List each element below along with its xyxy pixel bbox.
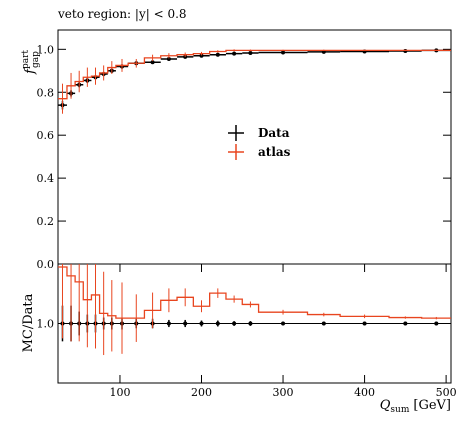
data-point (321, 321, 326, 326)
legend-label: Data (258, 126, 290, 140)
data-point (281, 321, 286, 326)
x-label-base: Q (380, 398, 391, 413)
y-tick-label: 1.0 (37, 43, 55, 56)
data-point (248, 321, 253, 326)
data-point (166, 321, 171, 326)
y-tick-label: 0.0 (37, 258, 55, 271)
y-tick-label: 0.2 (37, 215, 55, 228)
data-point (434, 321, 439, 326)
y-tick-label: 0.8 (37, 86, 55, 99)
data-point (281, 50, 286, 55)
data-point (232, 321, 237, 326)
x-tick-label: 100 (109, 386, 130, 399)
data-point (150, 60, 155, 65)
x-tick-label: 200 (191, 386, 212, 399)
y-tick-label: 0.6 (37, 129, 55, 142)
data-point (199, 321, 204, 326)
legend-label: atlas (258, 145, 291, 159)
y-tick-label: 0.4 (37, 172, 55, 185)
plot-area (58, 264, 451, 356)
y-tick-label: 1.0 (37, 318, 55, 331)
data-point (215, 52, 220, 57)
ratio-y-label: MC/Data (21, 293, 36, 352)
data-point (215, 321, 220, 326)
data-point (248, 50, 253, 55)
x-tick-label: 300 (273, 386, 294, 399)
data-point (183, 321, 188, 326)
data-point (403, 321, 408, 326)
x-axis-label: Qsum [GeV] (380, 398, 451, 415)
data-point (199, 53, 204, 58)
x-label-sub: sum (390, 405, 409, 415)
chart-title: veto region: |y| < 0.8 (57, 7, 187, 21)
data-point (166, 56, 171, 61)
plot-area (58, 48, 451, 114)
y-label-sub: gap (31, 51, 41, 68)
x-tick-label: 400 (354, 386, 375, 399)
data-point (362, 321, 367, 326)
y-label-sup: part (21, 50, 31, 69)
data-point (232, 51, 237, 56)
mc-step (58, 49, 451, 100)
y-label-base: f (23, 67, 38, 75)
x-label-unit: [GeV] (413, 398, 451, 413)
mc-step (58, 266, 451, 319)
x-tick-label: 500 (436, 386, 457, 399)
y-axis-label: fpartgap (21, 50, 41, 75)
